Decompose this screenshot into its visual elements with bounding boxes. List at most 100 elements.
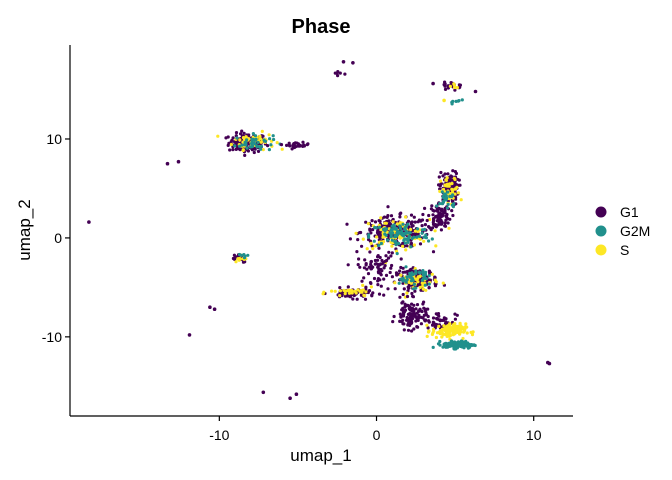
data-point-g1 <box>439 182 443 186</box>
data-point-g1 <box>306 142 310 146</box>
data-point-g1 <box>546 360 550 365</box>
data-point-g1 <box>422 313 426 317</box>
data-point-g2m <box>444 197 448 201</box>
data-point-s <box>348 288 352 292</box>
data-point-g1 <box>365 267 369 271</box>
data-point-g1 <box>165 161 170 166</box>
data-point-g1 <box>377 267 381 271</box>
data-point-g1 <box>401 241 405 245</box>
data-point-g1 <box>243 153 247 157</box>
data-point-g1 <box>390 275 394 279</box>
data-point-g1 <box>261 390 266 395</box>
data-point-g2m <box>235 136 239 140</box>
data-point-g1 <box>407 318 411 322</box>
data-point-g1 <box>338 71 342 75</box>
data-point-g1 <box>377 246 381 250</box>
data-point-g2m <box>390 238 394 242</box>
data-point-g1 <box>287 141 291 145</box>
data-point-g2m <box>403 227 407 232</box>
data-point-g1 <box>431 208 435 212</box>
data-point-g1 <box>413 289 417 293</box>
data-point-g1 <box>439 228 443 232</box>
data-point-s <box>403 215 408 219</box>
y-tick-label: 10 <box>46 131 62 147</box>
data-point-g1 <box>346 294 350 298</box>
data-point-g1 <box>389 254 393 258</box>
data-point-g1 <box>383 264 387 268</box>
data-point-g2m <box>454 341 458 345</box>
data-point-s <box>465 331 469 335</box>
data-point-g1 <box>187 333 192 337</box>
data-point-g1 <box>414 307 418 311</box>
data-point-g2m <box>418 271 422 275</box>
data-point-g2m <box>392 225 396 229</box>
data-point-g1 <box>430 204 434 208</box>
data-point-g1 <box>288 396 292 401</box>
data-point-s <box>416 275 420 279</box>
data-point-g2m <box>417 234 422 238</box>
data-point-g2m <box>398 224 402 228</box>
data-point-s <box>428 217 432 222</box>
data-point-g1 <box>345 222 349 226</box>
legend-swatch-g2m <box>595 225 607 237</box>
data-point-g2m <box>386 238 390 242</box>
data-point-g1 <box>360 279 364 283</box>
data-point-s <box>434 244 438 248</box>
data-point-g1 <box>398 269 402 273</box>
data-point-g1 <box>409 312 414 316</box>
data-point-g1 <box>374 262 378 266</box>
data-point-s <box>366 222 370 226</box>
data-point-s <box>330 289 334 293</box>
data-point-g2m <box>415 227 420 231</box>
data-point-g1 <box>358 265 362 269</box>
data-point-g2m <box>250 145 254 149</box>
x-tick-label: 10 <box>526 427 542 443</box>
data-point-s <box>261 148 265 152</box>
data-point-g2m <box>406 231 410 235</box>
data-point-g2m <box>238 144 242 148</box>
data-point-g1 <box>427 278 431 282</box>
data-point-s <box>437 324 441 328</box>
data-point-g2m <box>451 205 455 209</box>
data-point-s <box>405 291 409 295</box>
data-point-g1 <box>229 140 233 144</box>
data-point-s <box>447 226 451 230</box>
data-point-s <box>375 235 379 239</box>
data-point-g1 <box>384 273 389 277</box>
data-point-g1 <box>438 216 442 221</box>
data-point-g1 <box>387 250 391 254</box>
data-point-s <box>338 294 342 298</box>
data-point-g1 <box>424 318 428 322</box>
data-point-s <box>463 327 467 331</box>
data-point-s <box>354 231 358 235</box>
data-point-g1 <box>228 148 232 152</box>
data-point-g1 <box>224 136 228 140</box>
data-point-g1 <box>418 242 423 246</box>
data-point-g1 <box>449 178 453 182</box>
data-point-s <box>430 272 434 276</box>
data-point-g1 <box>376 255 380 259</box>
data-point-g2m <box>409 245 413 249</box>
data-point-g1 <box>368 281 373 285</box>
data-point-g2m <box>420 228 424 232</box>
data-point-s <box>238 138 242 142</box>
data-point-g2m <box>424 233 428 237</box>
data-point-g2m <box>415 235 419 239</box>
data-point-g1 <box>401 318 405 322</box>
data-point-g2m <box>440 190 444 194</box>
data-point-g1 <box>290 147 294 151</box>
data-point-g1 <box>438 318 442 322</box>
data-point-g1 <box>367 289 372 293</box>
data-point-s <box>450 328 454 332</box>
data-point-s <box>418 285 422 289</box>
data-point-g1 <box>369 259 373 264</box>
data-point-g2m <box>448 341 452 345</box>
x-tick-label: -10 <box>209 427 229 443</box>
data-point-g1 <box>458 83 462 87</box>
data-point-g1 <box>420 224 424 228</box>
data-point-g2m <box>411 287 416 291</box>
data-point-g1 <box>444 215 449 219</box>
data-point-g2m <box>259 147 263 151</box>
data-point-s <box>390 244 394 248</box>
data-point-g1 <box>443 84 447 88</box>
